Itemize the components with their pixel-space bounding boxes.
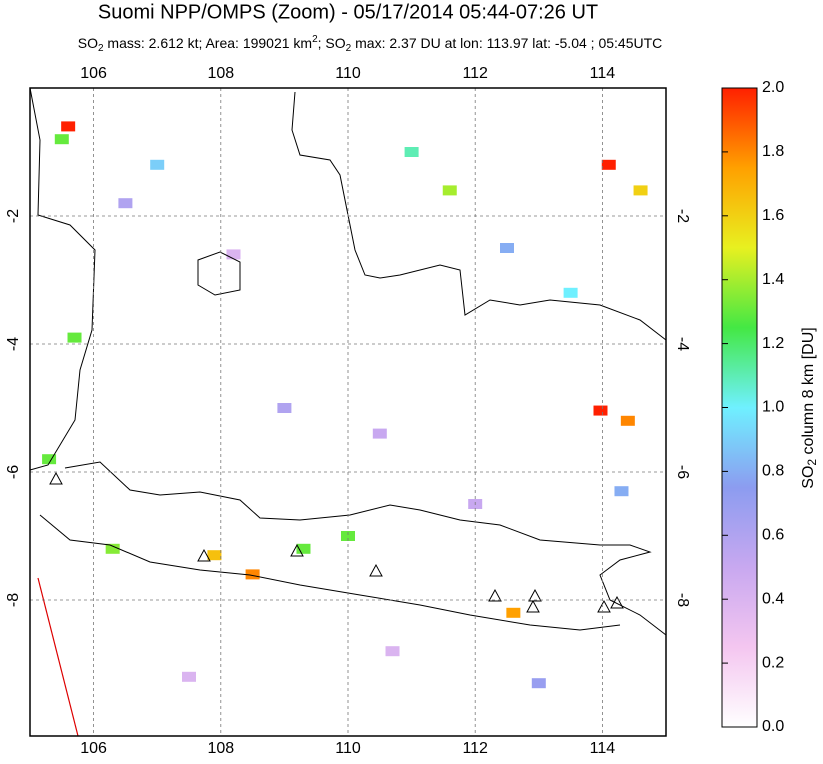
so2-pixel [500, 243, 514, 253]
text-part: 2 [346, 43, 352, 54]
colorbar-tick-label: 0.0 [762, 718, 784, 735]
colorbar-tick-label: 1.2 [762, 335, 784, 352]
x-tick-label: 110 [335, 740, 361, 757]
coastlines [29, 87, 667, 636]
so2-pixel [563, 287, 578, 298]
text-part: SO [800, 466, 817, 489]
swath-edge [37, 577, 79, 737]
borneo-coast [291, 91, 667, 341]
x-tick-label: 110 [335, 65, 361, 82]
colorbar-tick-label: 0.6 [762, 527, 784, 544]
axes: 106 106 108 108 110 110 112 112 114 114 -2 -2 -4 -4 -6… [5, 65, 691, 757]
so2-pixel [593, 405, 608, 416]
text-part: ; SO [318, 35, 346, 51]
x-tick-label: 114 [590, 65, 616, 82]
sumatra-coast [29, 87, 96, 471]
y-tick-label: -4 [5, 337, 22, 351]
y-tick-label: -4 [674, 337, 691, 351]
colorbar-tick-label: 0.4 [762, 590, 784, 607]
x-tick-label: 112 [462, 65, 488, 82]
colorbar-tick-label: 0.8 [762, 463, 784, 480]
so2-pixel [620, 415, 635, 426]
text-part: column 8 km [DU] [800, 327, 817, 459]
java-north-coast [64, 461, 667, 636]
text-part: max: 2.37 DU at lon: 113.97 lat: -5.04 ;… [351, 35, 662, 51]
x-tick-label: 112 [462, 740, 488, 757]
so2-pixel [341, 531, 355, 541]
x-tick-label: 106 [80, 65, 107, 82]
belitung-coast [197, 251, 241, 296]
subscript: 2 [805, 459, 819, 466]
colorbar-tick-label: 1.8 [762, 143, 784, 160]
so2-pixel [531, 678, 546, 689]
so2-pixel [372, 428, 387, 439]
so2-pixel [226, 249, 241, 260]
so2-pixel [614, 486, 629, 497]
so2-pixel [207, 550, 222, 561]
y-tick-label: -6 [5, 465, 22, 479]
so2-pixel [61, 121, 76, 132]
so2-pixel [118, 198, 133, 209]
y-tick-label: -8 [5, 593, 22, 607]
y-tick-label: -6 [674, 465, 691, 479]
colorbar-tick-label: 0.2 [762, 654, 784, 671]
x-tick-label: 106 [80, 740, 107, 757]
so2-pixel [245, 569, 260, 580]
subtitle: SO2 mass: 2.612 kt; Area: 199021 km2; SO… [78, 34, 663, 54]
so2-pixel [67, 332, 82, 343]
java-south-coast [39, 514, 621, 631]
so2-pixel [601, 159, 616, 170]
so2-pixel [54, 134, 69, 145]
so2-pixel [277, 403, 292, 413]
so2-pixel [182, 671, 196, 682]
colorbar-label: SO2 column 8 km [DU] [800, 327, 819, 488]
so2-pixel [105, 543, 120, 554]
so2-pixel [506, 607, 521, 618]
text-part: 2 [98, 43, 104, 54]
y-tick-label: -2 [5, 209, 22, 223]
text-part: SO [78, 35, 98, 51]
volcanoes [49, 471, 624, 613]
so2-pixel [633, 185, 648, 196]
so2-pixel [442, 185, 457, 196]
colorbar-tick-label: 1.6 [762, 207, 784, 224]
so2-pixel [150, 159, 165, 170]
text-part: 2 [312, 34, 318, 45]
pixel-layer [42, 121, 648, 689]
so2-pixel [42, 454, 57, 465]
y-tick-label: -8 [674, 593, 691, 607]
colorbar-tick-label: 2.0 [762, 79, 784, 96]
so2-pixel [404, 147, 419, 157]
text-part: mass: 2.612 kt; Area: 199021 km [104, 35, 313, 51]
x-tick-label: 114 [590, 740, 616, 757]
x-tick-label: 108 [207, 740, 234, 757]
title: Suomi NPP/OMPS (Zoom) - 05/17/2014 05:44… [98, 1, 598, 23]
y-tick-label: -2 [674, 209, 691, 223]
x-tick-label: 108 [207, 65, 234, 82]
so2-pixel [385, 646, 400, 657]
map-frame [29, 87, 667, 737]
colorbar-tick-label: 1.4 [762, 271, 784, 288]
colorbar-tick-label: 1.0 [762, 399, 784, 416]
so2-pixel [296, 543, 311, 554]
